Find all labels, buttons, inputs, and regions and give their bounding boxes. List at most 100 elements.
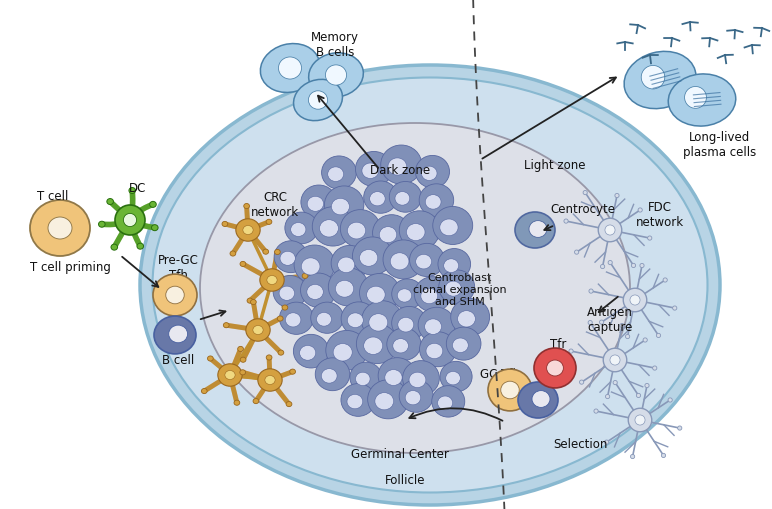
Ellipse shape — [631, 455, 635, 459]
Ellipse shape — [370, 191, 385, 206]
Ellipse shape — [240, 262, 245, 267]
Ellipse shape — [630, 295, 640, 305]
Ellipse shape — [234, 400, 240, 405]
Ellipse shape — [672, 306, 677, 310]
Ellipse shape — [669, 74, 736, 126]
Ellipse shape — [279, 302, 313, 334]
Ellipse shape — [451, 298, 489, 335]
Ellipse shape — [341, 384, 375, 416]
Ellipse shape — [286, 313, 301, 327]
Ellipse shape — [273, 275, 307, 308]
Ellipse shape — [355, 152, 392, 186]
Ellipse shape — [387, 328, 421, 360]
Ellipse shape — [569, 349, 573, 353]
Ellipse shape — [326, 330, 367, 370]
Ellipse shape — [115, 205, 145, 235]
Ellipse shape — [384, 370, 402, 385]
Text: B cell: B cell — [162, 353, 194, 366]
Text: Dark zone: Dark zone — [370, 163, 430, 177]
Ellipse shape — [259, 375, 266, 380]
Ellipse shape — [662, 454, 665, 458]
Ellipse shape — [362, 163, 379, 179]
Ellipse shape — [129, 187, 136, 193]
Ellipse shape — [635, 415, 645, 425]
Ellipse shape — [390, 253, 409, 270]
Ellipse shape — [518, 382, 558, 418]
Ellipse shape — [645, 383, 649, 388]
Text: Memory
B cells: Memory B cells — [311, 31, 359, 59]
Ellipse shape — [30, 200, 90, 256]
Ellipse shape — [375, 392, 394, 410]
Ellipse shape — [395, 191, 410, 205]
Ellipse shape — [48, 217, 72, 239]
Ellipse shape — [574, 250, 579, 254]
Ellipse shape — [340, 210, 381, 248]
Ellipse shape — [235, 219, 260, 241]
Ellipse shape — [445, 281, 462, 296]
Ellipse shape — [594, 409, 598, 413]
Ellipse shape — [317, 313, 331, 326]
Ellipse shape — [605, 225, 615, 235]
Ellipse shape — [247, 298, 252, 303]
Ellipse shape — [419, 184, 454, 217]
Ellipse shape — [137, 243, 144, 249]
Ellipse shape — [547, 360, 564, 376]
Ellipse shape — [291, 222, 306, 237]
Ellipse shape — [405, 390, 421, 405]
Ellipse shape — [311, 302, 344, 333]
Ellipse shape — [438, 248, 471, 279]
Ellipse shape — [282, 305, 288, 310]
Ellipse shape — [399, 380, 433, 412]
Ellipse shape — [367, 286, 385, 303]
Ellipse shape — [169, 325, 188, 343]
Ellipse shape — [425, 194, 441, 209]
Ellipse shape — [398, 289, 411, 302]
Ellipse shape — [458, 310, 476, 327]
Text: DC: DC — [130, 182, 147, 194]
Ellipse shape — [328, 167, 344, 181]
Ellipse shape — [421, 288, 438, 304]
Ellipse shape — [638, 208, 642, 212]
Ellipse shape — [307, 196, 323, 211]
Ellipse shape — [601, 264, 604, 269]
Ellipse shape — [300, 346, 316, 360]
Ellipse shape — [279, 57, 302, 79]
Ellipse shape — [350, 362, 382, 392]
Text: Light zone: Light zone — [524, 158, 586, 172]
Text: Selection: Selection — [553, 438, 608, 451]
Ellipse shape — [324, 186, 364, 223]
Ellipse shape — [406, 223, 425, 241]
Ellipse shape — [353, 237, 392, 275]
Ellipse shape — [532, 390, 550, 407]
Ellipse shape — [321, 369, 337, 383]
Ellipse shape — [529, 220, 547, 237]
Ellipse shape — [151, 224, 158, 231]
Ellipse shape — [415, 254, 432, 269]
Ellipse shape — [383, 240, 424, 279]
Ellipse shape — [379, 227, 397, 243]
Ellipse shape — [438, 396, 452, 410]
Ellipse shape — [278, 350, 284, 355]
Ellipse shape — [218, 364, 242, 386]
Ellipse shape — [360, 249, 378, 266]
Ellipse shape — [322, 156, 357, 189]
Ellipse shape — [245, 319, 270, 341]
Ellipse shape — [419, 332, 456, 366]
Ellipse shape — [668, 398, 672, 402]
Ellipse shape — [302, 273, 308, 278]
Ellipse shape — [265, 376, 275, 384]
Ellipse shape — [625, 334, 630, 338]
Text: CRC
network: CRC network — [251, 191, 299, 219]
Ellipse shape — [388, 158, 407, 175]
Ellipse shape — [285, 212, 318, 244]
Ellipse shape — [598, 218, 621, 242]
Ellipse shape — [410, 243, 445, 276]
Ellipse shape — [398, 318, 414, 332]
Ellipse shape — [444, 259, 459, 272]
Ellipse shape — [615, 193, 619, 197]
Text: FDC
network: FDC network — [636, 201, 684, 229]
Ellipse shape — [280, 251, 296, 265]
Ellipse shape — [301, 258, 320, 275]
Ellipse shape — [334, 344, 352, 361]
Ellipse shape — [452, 338, 469, 353]
